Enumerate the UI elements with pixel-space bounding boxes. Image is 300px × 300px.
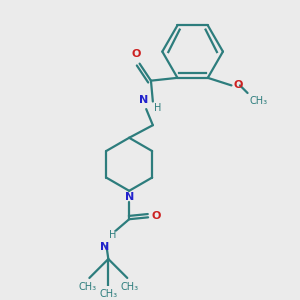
Text: N: N: [124, 192, 134, 202]
Text: CH₃: CH₃: [249, 96, 268, 106]
Text: CH₃: CH₃: [120, 282, 138, 292]
Text: O: O: [152, 212, 161, 221]
Text: O: O: [131, 49, 140, 59]
Text: CH₃: CH₃: [99, 289, 117, 299]
Text: CH₃: CH₃: [78, 282, 97, 292]
Text: H: H: [154, 103, 161, 113]
Text: N: N: [100, 242, 109, 252]
Text: N: N: [139, 94, 148, 105]
Text: H: H: [110, 230, 117, 240]
Text: O: O: [233, 80, 243, 90]
